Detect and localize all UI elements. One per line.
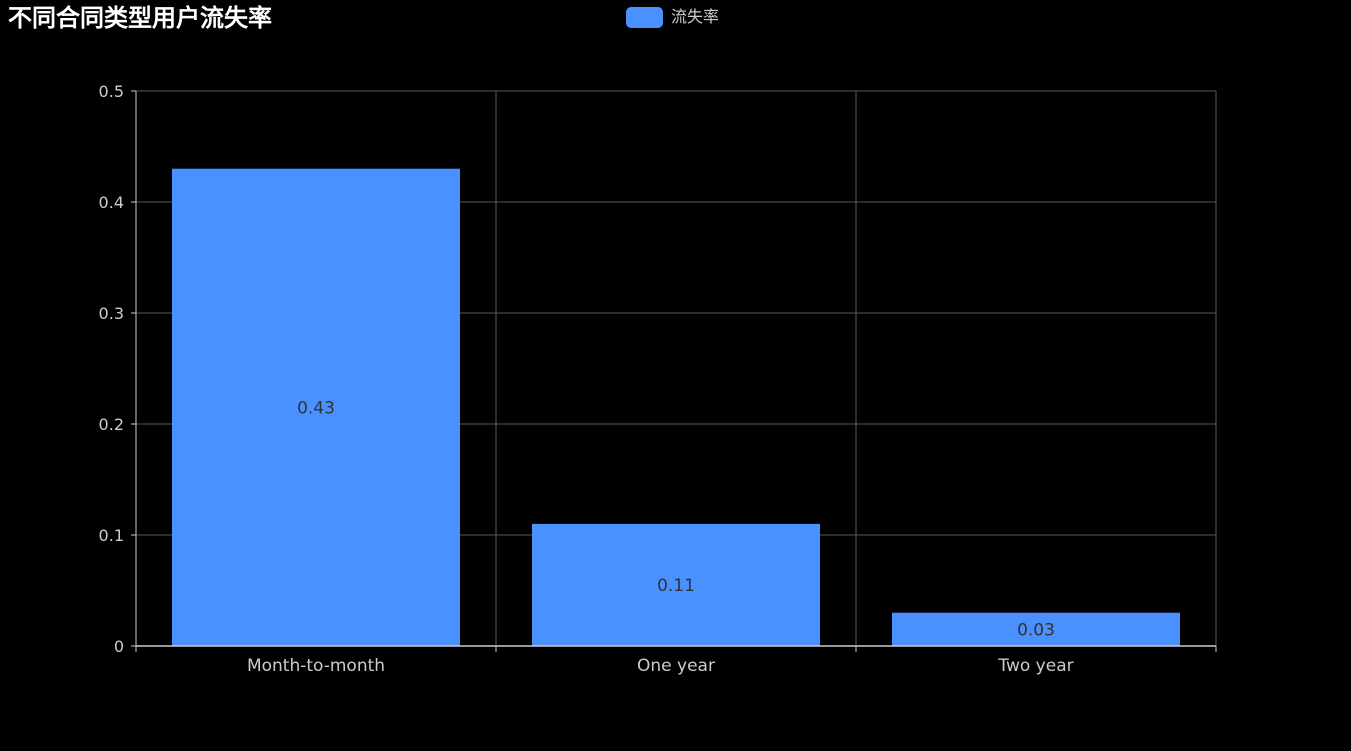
bar-one-year[interactable]	[532, 523, 820, 646]
bar-value-label: 0.43	[297, 398, 335, 418]
bar-month-to-month[interactable]	[172, 168, 460, 646]
axes	[131, 90, 1217, 652]
bar-two-year[interactable]	[892, 612, 1180, 646]
y-tick-label: 0.2	[99, 415, 124, 434]
y-tick-label: 0.4	[99, 193, 124, 212]
x-tick-label: Two year	[997, 656, 1073, 676]
legend-item[interactable]: 流失率	[626, 6, 719, 28]
labels: 0 0.1 0.2 0.3 0.4 0.5 0.43 Month-to-month 0.11 On…	[99, 82, 1074, 676]
legend-swatch	[626, 6, 663, 28]
x-tick-label: One year	[637, 656, 715, 676]
y-tick-label: 0	[114, 637, 124, 656]
y-tick-label: 0.3	[99, 304, 124, 323]
x-tick-label: Month-to-month	[247, 656, 385, 676]
y-tick-label: 0.1	[99, 526, 124, 545]
bars	[172, 168, 1180, 646]
bar-value-label: 0.03	[1017, 620, 1055, 640]
y-tick-label: 0.5	[99, 82, 124, 101]
bar-value-label: 0.11	[657, 576, 695, 596]
legend-label: 流失率	[671, 7, 720, 26]
chart-title: 不同合同类型用户流失率	[8, 4, 272, 32]
